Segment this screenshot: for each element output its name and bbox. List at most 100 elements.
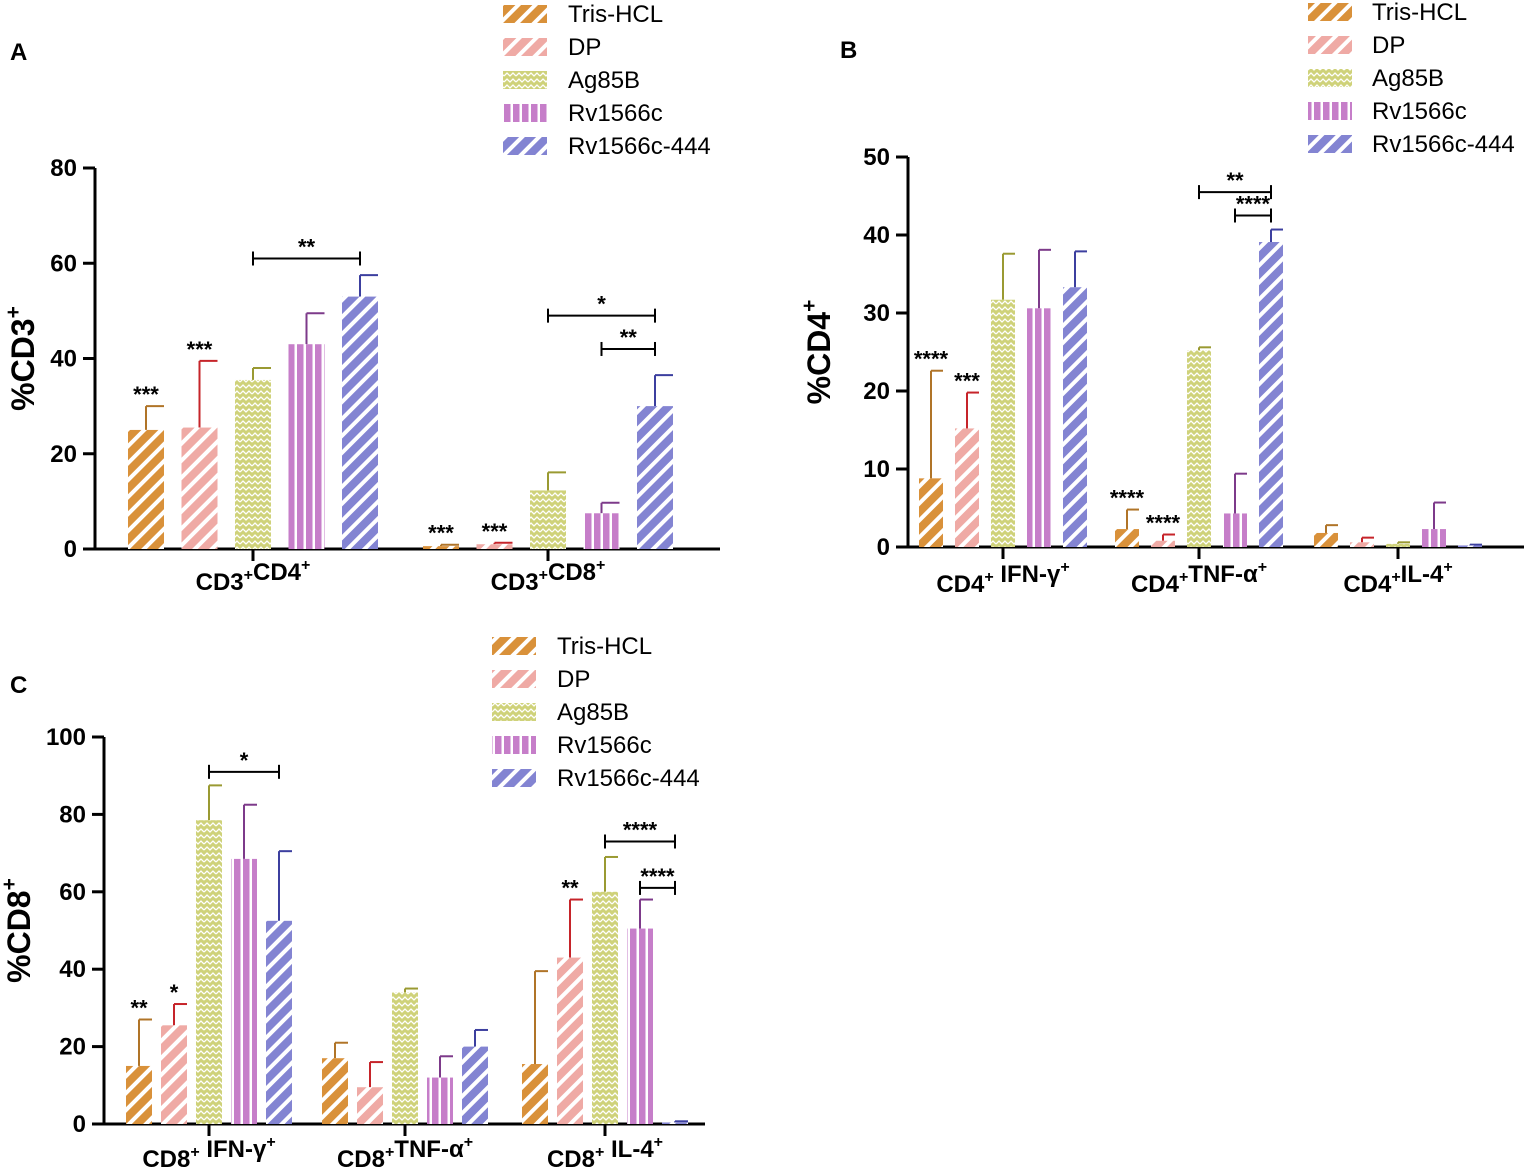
comparison-bracket: **** — [639, 864, 676, 895]
legend-label: Ag85B — [557, 699, 629, 726]
legend-swatch — [503, 71, 547, 89]
bar-rv1566c — [1223, 513, 1247, 547]
legend-label: Tris-HCL — [557, 633, 652, 660]
y-axis-label: %CD8+ — [0, 878, 37, 983]
bracket-significance: ** — [1226, 168, 1244, 193]
legend-swatch — [503, 104, 547, 122]
legend-label: Rv1566c-444 — [1372, 131, 1515, 158]
comparison-bracket: * — [547, 292, 656, 323]
bar-tris-hcl — [128, 429, 164, 549]
legend-label: DP — [568, 34, 601, 61]
legend-label: Ag85B — [568, 67, 640, 94]
bar-tris-hcl — [322, 1058, 348, 1124]
bar-rv1566c — [288, 344, 325, 549]
legend-swatch — [1308, 102, 1352, 120]
bar-dp — [1151, 540, 1175, 547]
legend-label: Rv1566c — [1372, 98, 1467, 125]
x-category-label: CD4+ IFN-γ+ — [936, 559, 1069, 598]
bar-ag85b — [392, 992, 418, 1124]
legend-swatch — [492, 703, 536, 721]
legend-label: Rv1566c — [557, 732, 652, 759]
comparison-bracket: **** — [1234, 192, 1272, 223]
significance-stars: **** — [914, 347, 949, 372]
panel-letter-b: B — [840, 37, 857, 64]
panel-letter-c: C — [10, 672, 27, 699]
bar-rv1566c — [1422, 529, 1446, 547]
legend-label: Rv1566c — [568, 100, 663, 127]
comparison-bracket: ** — [252, 234, 361, 266]
bar-rv1566c — [1027, 308, 1051, 547]
significance-stars: * — [170, 980, 179, 1005]
significance-stars: *** — [482, 519, 508, 544]
bar-rv1566c — [427, 1077, 453, 1124]
legend-swatch — [492, 769, 536, 787]
bar-rv1566c-444 — [662, 1122, 688, 1124]
legend: Tris-HCL DP Ag85B Rv1566c Rv1566c-444 — [492, 633, 700, 792]
x-category-label: CD3+CD4+ — [196, 557, 311, 596]
y-tick-label: 20 — [50, 441, 77, 468]
comparison-bracket: * — [208, 748, 280, 779]
comparison-bracket: ** — [600, 325, 656, 356]
bar-dp — [955, 428, 979, 547]
legend-swatch — [492, 670, 536, 688]
legend-swatch — [492, 637, 536, 655]
bar-ag85b — [1187, 350, 1211, 547]
bar-ag85b — [991, 299, 1015, 547]
y-tick-label: 20 — [59, 1034, 86, 1061]
bracket-significance: ** — [298, 234, 316, 259]
y-tick-label: 0 — [877, 534, 890, 561]
significance-stars: **** — [1110, 486, 1145, 511]
bar-rv1566c-444 — [1458, 545, 1482, 547]
y-tick-label: 40 — [59, 956, 86, 983]
comparison-bracket: **** — [604, 817, 676, 849]
significance-stars: *** — [133, 382, 159, 407]
bar-ag85b — [235, 379, 271, 549]
x-category-label: CD8+ IL-4+ — [547, 1134, 663, 1173]
comparison-bracket: ** — [1198, 168, 1272, 200]
y-tick-label: 10 — [863, 456, 890, 483]
legend-label: DP — [557, 666, 590, 693]
bracket-significance: * — [240, 748, 249, 773]
legend-label: Tris-HCL — [1372, 0, 1467, 26]
panel-b-chart: B 0 10 20 30 40 50 CD4+ IFN-γ+ CD4+TNF-α+ CD4+IL-… — [798, 0, 1524, 598]
significance-stars: ** — [130, 996, 148, 1021]
y-tick-label: 60 — [50, 250, 77, 277]
x-category-label: CD4+TNF-α+ — [1131, 559, 1267, 598]
bar-dp — [161, 1025, 187, 1124]
legend-swatch — [1308, 69, 1352, 87]
legend-swatch — [503, 5, 547, 23]
legend-label: Rv1566c-444 — [557, 765, 700, 792]
bar-rv1566c-444 — [1259, 242, 1283, 547]
bar-dp — [181, 427, 218, 549]
x-category-label: CD8+ IFN-γ+ — [142, 1134, 275, 1173]
bar-ag85b — [1386, 543, 1410, 547]
panel-a-chart: A020406080CD3+CD4+CD3+CD8+%CD3+*********… — [2, 1, 720, 596]
bar-rv1566c — [583, 513, 620, 549]
legend-label: Tris-HCL — [568, 1, 663, 28]
bar-dp — [476, 544, 513, 549]
bracket-significance: * — [597, 292, 606, 317]
significance-stars: *** — [954, 369, 980, 394]
legend-swatch — [503, 38, 547, 56]
legend: Tris-HCL DP Ag85B Rv1566c Rv1566c-444 — [503, 1, 711, 160]
y-tick-label: 50 — [863, 144, 890, 171]
bar-rv1566c — [627, 928, 653, 1124]
bar-rv1566c-444 — [637, 406, 673, 549]
bracket-significance: **** — [623, 817, 658, 842]
y-axis-label: %CD3+ — [2, 306, 41, 411]
bar-tris-hcl — [1115, 529, 1139, 547]
bar-rv1566c-444 — [462, 1046, 488, 1124]
legend-label: DP — [1372, 32, 1405, 59]
bar-tris-hcl — [1314, 532, 1338, 547]
bar-tris-hcl — [126, 1065, 152, 1124]
significance-stars: ** — [561, 876, 579, 901]
x-category-label: CD4+IL-4+ — [1343, 559, 1452, 598]
bar-ag85b — [196, 820, 222, 1124]
bracket-significance: ** — [620, 325, 638, 350]
x-category-label: CD8+TNF-α+ — [337, 1134, 473, 1173]
bar-rv1566c-444 — [266, 920, 292, 1124]
bar-tris-hcl — [423, 546, 459, 549]
y-tick-label: 40 — [50, 346, 77, 373]
panel-letter-a: A — [10, 39, 27, 66]
legend-swatch — [1308, 36, 1352, 54]
